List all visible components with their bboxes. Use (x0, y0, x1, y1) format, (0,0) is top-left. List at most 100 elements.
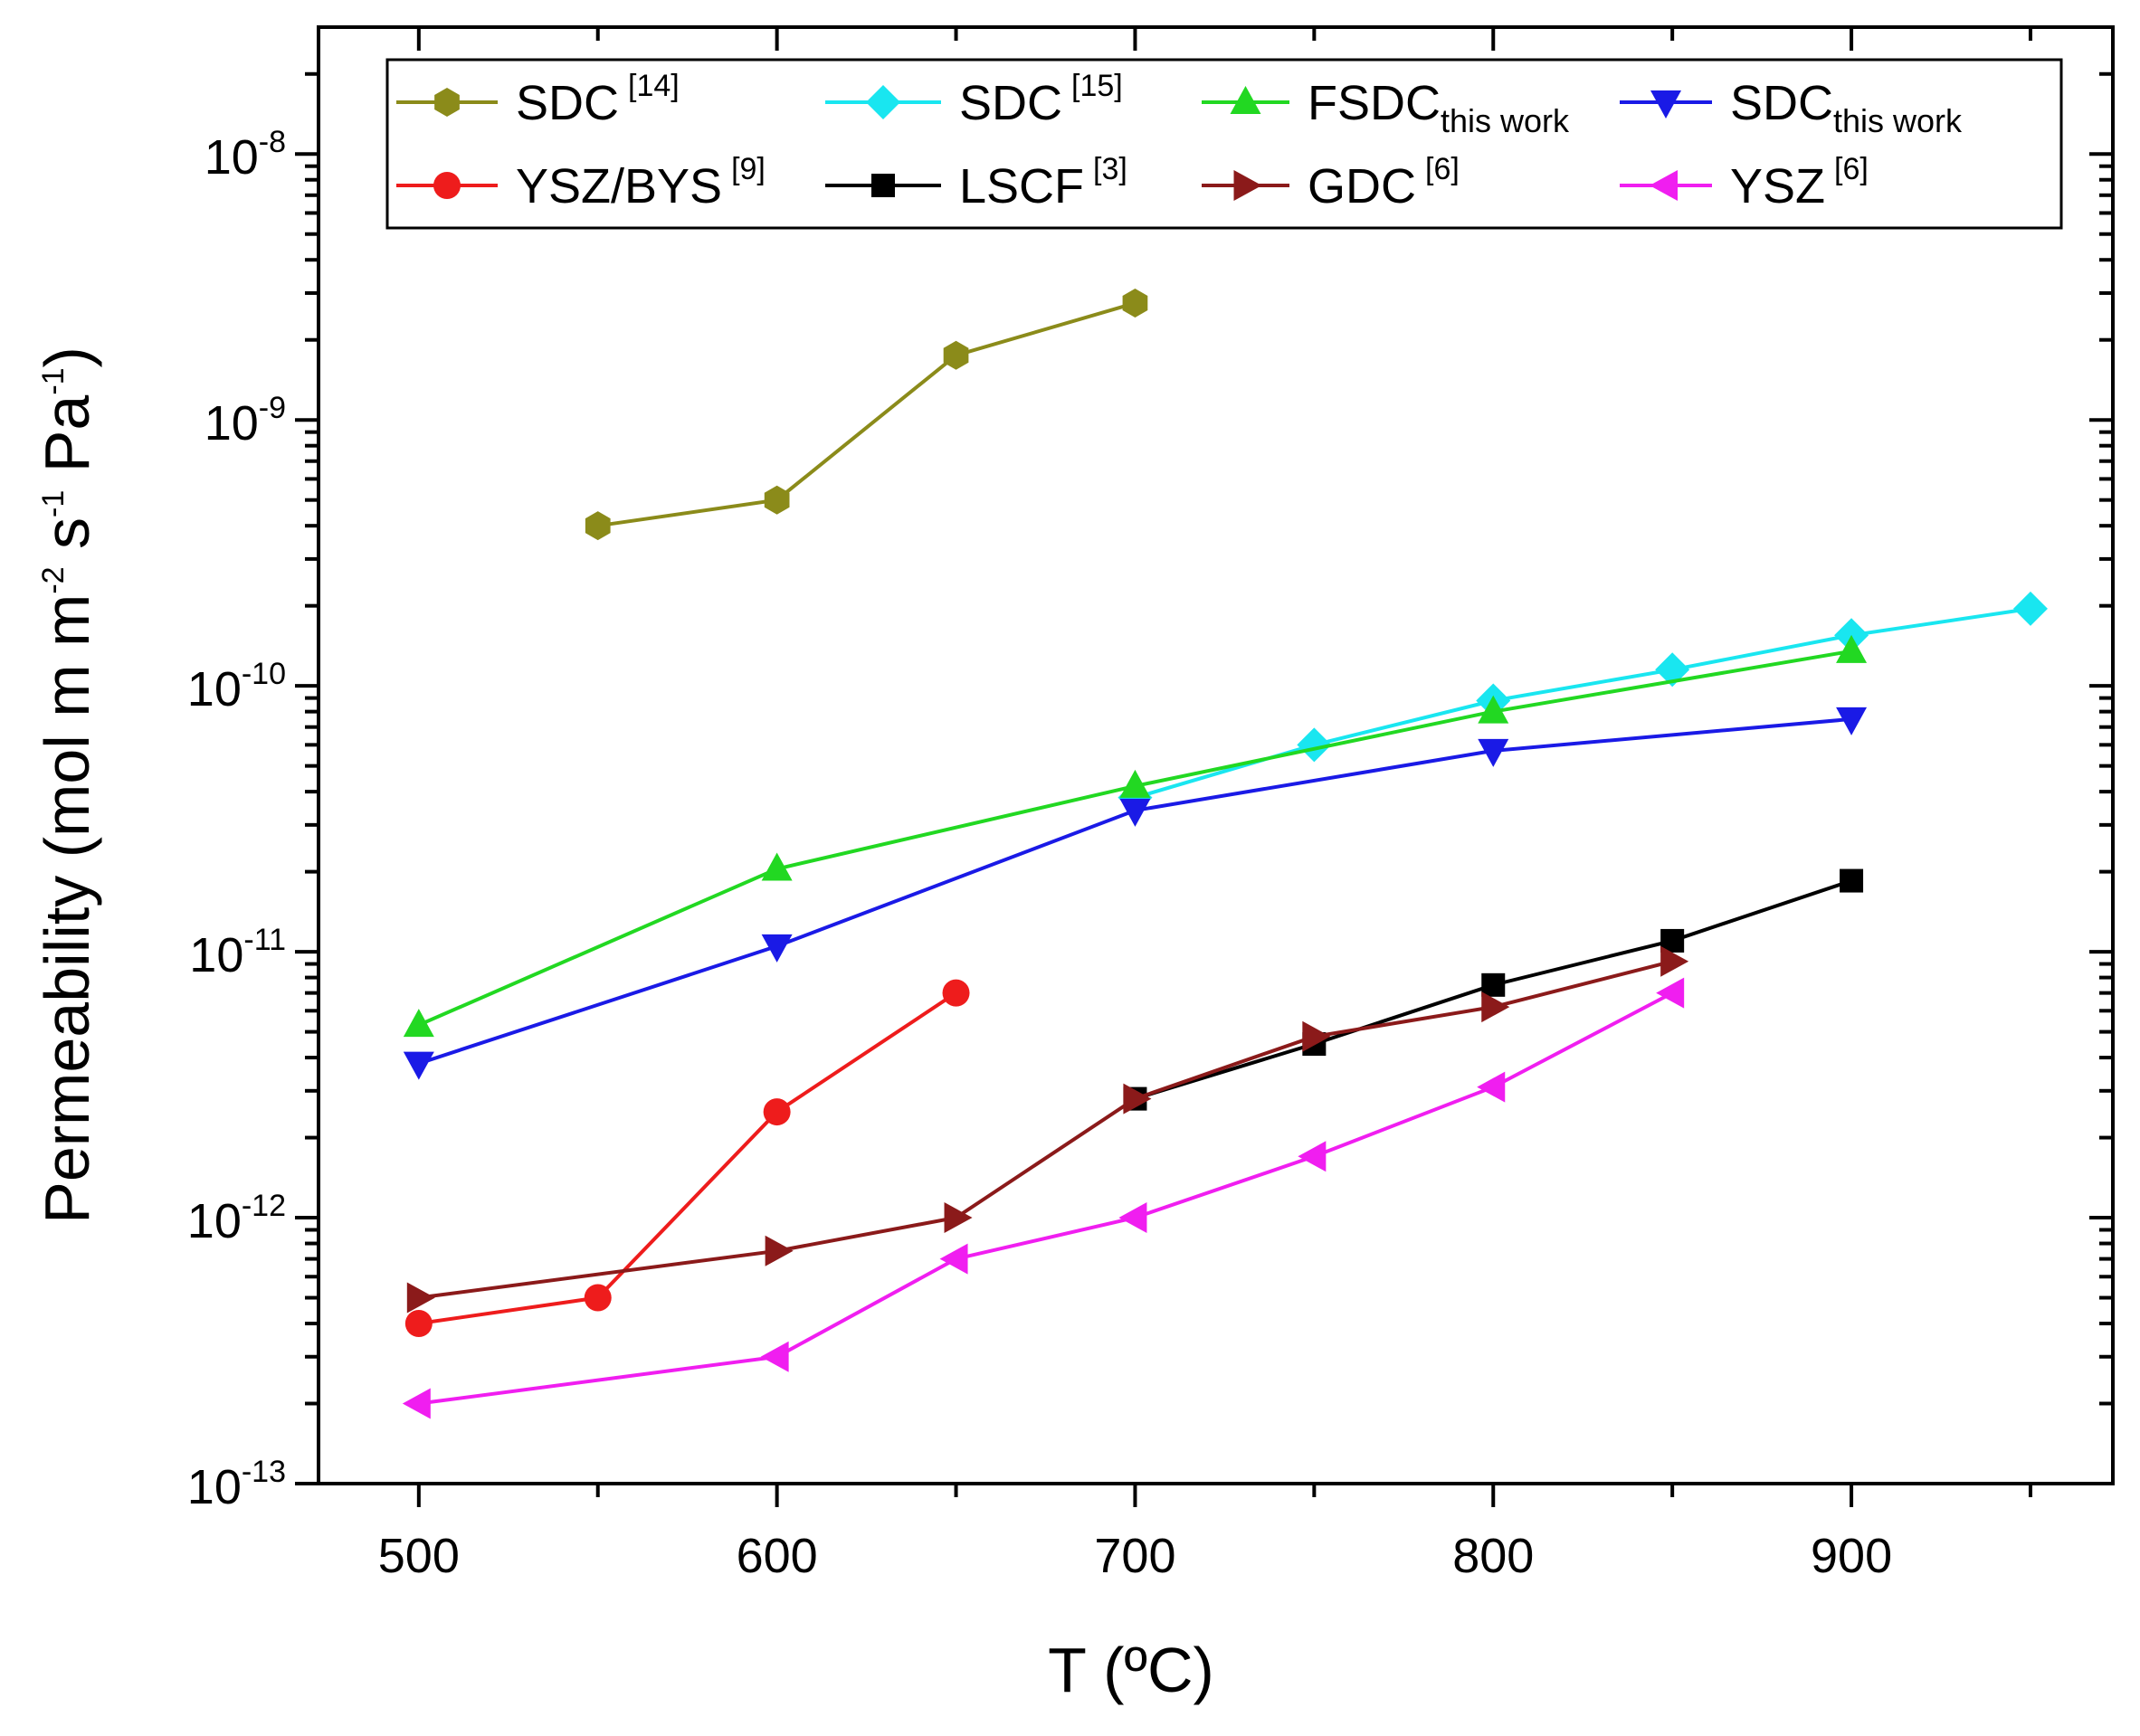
series-fsdc (403, 634, 1868, 1038)
data-point-gdc (406, 1282, 435, 1314)
series-yszbys (404, 979, 970, 1338)
data-point-yszbys (404, 1310, 433, 1338)
y-axis-title-main: Permeability (mol m m (32, 594, 102, 1224)
y-axis-title-sup-2: -1 (36, 490, 71, 517)
data-point-gdc (765, 1235, 794, 1266)
series-sdc14 (585, 289, 1148, 541)
data-point-yszbys (763, 1098, 791, 1126)
data-point-sdc14 (943, 340, 969, 370)
series-line-ysz (418, 991, 1674, 1406)
legend-name: GDC (1308, 159, 1416, 213)
legend-ref: [3] (1093, 152, 1127, 186)
legend-item-ysz: YSZ [6] (1620, 152, 1869, 213)
legend-name: YSZ (1730, 159, 1825, 213)
y-axis-title: Permeability (mol m m-2 s-1 Pa-1) (32, 346, 102, 1224)
data-point-sdcthis (1119, 798, 1151, 827)
y-tick-label: 10-13 (187, 1455, 286, 1514)
legend-sub: this work (1833, 102, 1963, 139)
legend-box (385, 58, 2063, 230)
legend-label-sdc15: SDC [15] (959, 69, 1123, 130)
legend-label-sdcthis: SDCthis work (1730, 76, 1963, 139)
legend-item-gdc: GDC [6] (1202, 152, 1460, 213)
series-ysz (402, 977, 1685, 1419)
y-tick-exp: -13 (242, 1455, 286, 1489)
data-point-sdc14 (764, 485, 790, 515)
data-point-sdc15 (2012, 591, 2048, 626)
series-line-sdc14 (597, 301, 1136, 528)
legend-marker-lscf (871, 174, 895, 197)
x-tick-label: 700 (1094, 1529, 1175, 1583)
legend-ref: [15] (1071, 69, 1123, 103)
data-point-gdc (1302, 1020, 1331, 1052)
legend-name: YSZ/BYS (516, 159, 722, 213)
data-point-sdcthis (761, 934, 793, 963)
legend-marker-sdcthis (1650, 90, 1681, 119)
y-tick-exp: -10 (242, 657, 286, 691)
legend-label-gdc: GDC [6] (1308, 152, 1460, 213)
data-point-lscf (1840, 868, 1864, 893)
legend-name: FSDC (1308, 76, 1441, 130)
data-point-ysz (1118, 1202, 1147, 1234)
data-point-sdcthis (1478, 738, 1509, 767)
data-point-fsdc (1836, 634, 1868, 663)
y-tick-base: 10 (189, 928, 243, 982)
data-point-yszbys (942, 979, 970, 1007)
legend-item-sdc15: SDC [15] (825, 69, 1123, 130)
x-tick-labels: 500 600 700 800 900 (378, 1529, 1892, 1583)
data-point-gdc (1123, 1083, 1152, 1115)
data-point-ysz (939, 1243, 968, 1275)
series-line-yszbys (418, 991, 957, 1325)
y-tick-label: 10-10 (187, 657, 286, 716)
legend-label-lscf: LSCF [3] (959, 152, 1127, 213)
data-point-lscf (1481, 972, 1506, 997)
data-point-ysz (760, 1341, 789, 1372)
y-tick-base: 10 (204, 130, 259, 185)
x-tick-label: 800 (1452, 1529, 1534, 1583)
x-axis-title: T (ºC) (1048, 1635, 1214, 1705)
legend-item-fsdc: FSDCthis work (1202, 76, 1570, 139)
data-point-fsdc (403, 1009, 434, 1038)
data-point-fsdc (1119, 769, 1151, 798)
legend-marker-fsdc (1230, 86, 1261, 114)
series-gdc (406, 945, 1689, 1314)
y-tick-exp: -9 (259, 391, 286, 425)
data-point-ysz (1656, 977, 1685, 1009)
y-axis-title-end: ) (32, 346, 102, 367)
legend-marker-ysz (1650, 170, 1678, 201)
legend: SDC [14] SDC [15] FSDCthis work SDCthis workY… (385, 58, 2063, 230)
y-axis-title-sup-3: -1 (36, 367, 71, 394)
y-tick-base: 10 (187, 1460, 242, 1514)
axis-ticks (295, 27, 2113, 1507)
y-tick-exp: -11 (243, 923, 286, 957)
legend-name: SDC (959, 76, 1062, 130)
x-tick-label: 600 (737, 1529, 818, 1583)
legend-marker-yszbys (433, 172, 461, 199)
y-tick-label: 10-9 (204, 391, 286, 451)
legend-item-yszbys: YSZ/BYS [9] (396, 152, 766, 213)
legend-ref: [6] (1425, 152, 1460, 186)
data-point-gdc (1660, 945, 1689, 977)
data-point-sdcthis (403, 1051, 434, 1080)
data-point-sdc14 (585, 511, 611, 541)
legend-name: SDC (1730, 76, 1833, 130)
data-point-sdc14 (1122, 289, 1148, 318)
series-sdc15 (1118, 591, 2048, 815)
y-tick-label: 10-12 (187, 1189, 286, 1248)
legend-ref: [14] (628, 69, 680, 103)
y-tick-exp: -12 (242, 1189, 286, 1223)
data-point-fsdc (1478, 695, 1509, 724)
legend-marker-sdc15 (866, 85, 900, 119)
y-tick-base: 10 (187, 662, 242, 716)
legend-label-fsdc: FSDCthis work (1308, 76, 1570, 139)
legend-ref: [9] (731, 152, 766, 186)
y-tick-label: 10-11 (189, 923, 286, 982)
series-sdcthis (403, 707, 1868, 1080)
legend-name: SDC (516, 76, 619, 130)
legend-sub: this work (1441, 102, 1570, 139)
plot-frame (317, 25, 2115, 1485)
legend-item-sdc14: SDC [14] (396, 69, 680, 130)
x-tick-label: 500 (378, 1529, 460, 1583)
legend-item-lscf: LSCF [3] (825, 152, 1127, 213)
